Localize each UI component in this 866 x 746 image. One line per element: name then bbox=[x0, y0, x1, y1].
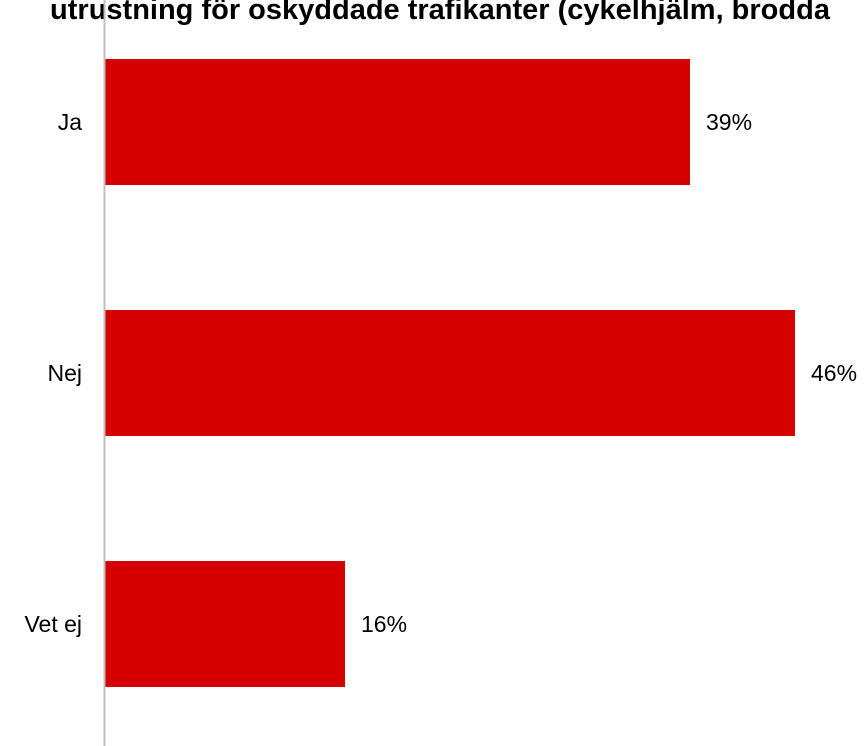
category-label: Vet ej bbox=[24, 611, 82, 637]
labels-layer: Ja 39% Nej 46% Vet ej 16% bbox=[24, 109, 857, 637]
chart-title: utrustning för oskyddade trafikanter (cy… bbox=[50, 0, 830, 26]
bar-vet-ej bbox=[105, 561, 345, 687]
bar-nej bbox=[105, 310, 795, 436]
value-label: 16% bbox=[361, 611, 407, 637]
bars-layer bbox=[105, 59, 795, 687]
value-label: 46% bbox=[811, 360, 857, 386]
bar-ja bbox=[105, 59, 690, 185]
category-label: Nej bbox=[47, 360, 82, 386]
value-label: 39% bbox=[706, 109, 752, 135]
category-label: Ja bbox=[58, 109, 83, 135]
